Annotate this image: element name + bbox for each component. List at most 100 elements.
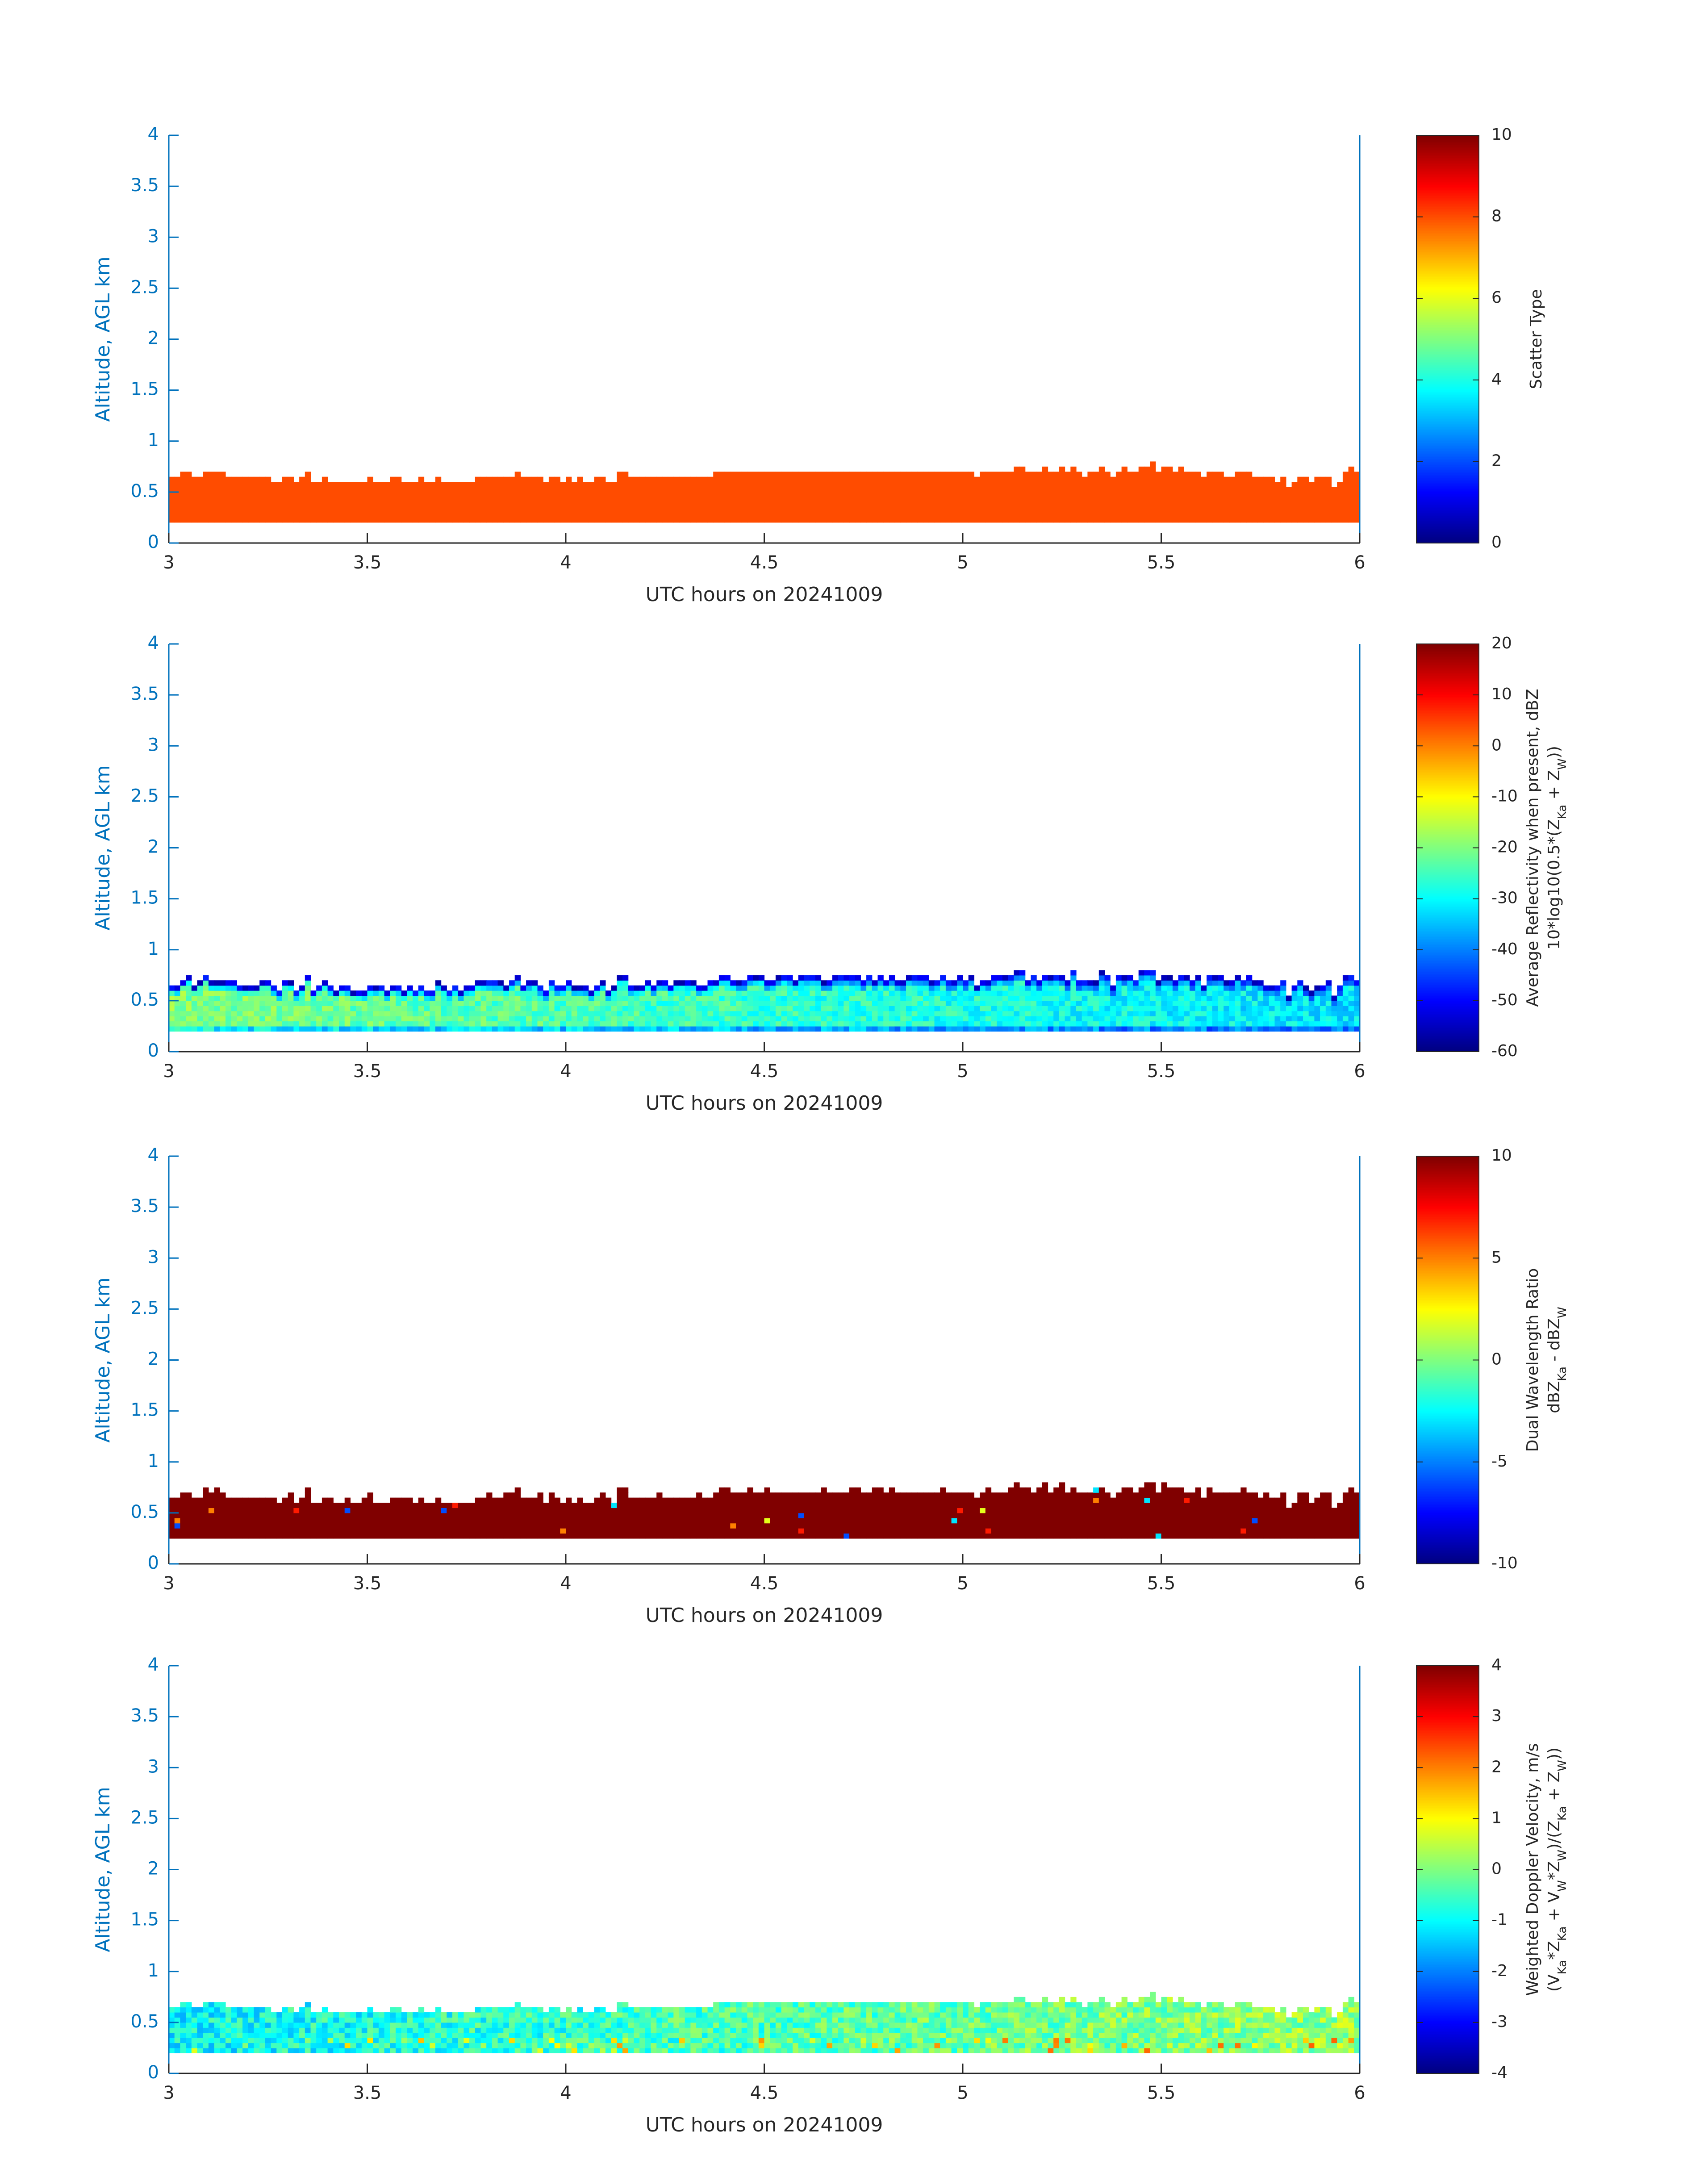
heatmap-cell: [724, 1523, 731, 1529]
heatmap-cell: [588, 1006, 595, 1011]
heatmap-cell: [503, 1513, 509, 1518]
heatmap-cell: [588, 1513, 595, 1518]
heatmap-cell: [413, 1523, 419, 1529]
heatmap-cell: [1167, 1000, 1173, 1006]
heatmap-cell: [662, 1503, 668, 1508]
heatmap-cell: [560, 1026, 566, 1032]
heatmap-cell: [645, 1523, 651, 1529]
heatmap-cell: [639, 1523, 646, 1529]
heatmap-cell: [305, 995, 311, 1001]
heatmap-cell: [310, 990, 317, 996]
colorbar-segment: [1416, 326, 1479, 329]
heatmap-cell: [1076, 1518, 1082, 1524]
heatmap-cell: [741, 1000, 748, 1006]
colorbar-segment: [1416, 168, 1479, 171]
heatmap-cell: [628, 1026, 634, 1032]
colorbar-segment: [1416, 905, 1479, 907]
heatmap-cell: [441, 1528, 447, 1534]
heatmap-cell: [991, 1508, 997, 1513]
heatmap-cell: [866, 1026, 873, 1032]
heatmap-cell: [810, 1021, 816, 1027]
heatmap-cell: [526, 1497, 532, 1503]
heatmap-cell: [1138, 995, 1144, 1001]
colorbar-segment: [1416, 1039, 1479, 1041]
heatmap-cell: [390, 985, 396, 991]
colorbar-segment: [1416, 310, 1479, 313]
colorbar-segment: [1416, 824, 1479, 826]
heatmap-cell: [220, 472, 226, 523]
colorbar-segment: [1416, 719, 1479, 721]
heatmap-cell: [514, 1503, 521, 1508]
heatmap-cell: [1297, 1011, 1303, 1016]
heatmap-cell: [1082, 1533, 1088, 1539]
heatmap-cell: [866, 1528, 873, 1534]
heatmap-cell: [645, 1026, 651, 1032]
heatmap-cell: [282, 990, 288, 996]
heatmap-cell: [1082, 1006, 1088, 1011]
heatmap-cell: [1048, 1503, 1054, 1508]
heatmap-cell: [656, 1497, 663, 1503]
colorbar-segment: [1416, 1296, 1479, 1299]
heatmap-cell: [1342, 1503, 1349, 1508]
heatmap-cell: [191, 1533, 198, 1539]
heatmap-cell: [509, 1021, 515, 1027]
colorbar-segment: [1416, 1454, 1479, 1456]
colorbar-segment: [1416, 782, 1479, 785]
heatmap-cell: [1207, 1026, 1213, 1032]
heatmap-cell: [424, 1503, 430, 1508]
heatmap-cell: [804, 1492, 810, 1498]
heatmap-cell: [1133, 1528, 1139, 1534]
heatmap-cell: [1161, 1492, 1167, 1498]
heatmap-cell: [390, 1026, 396, 1032]
heatmap-cell: [611, 1016, 617, 1022]
heatmap-cell: [1325, 995, 1332, 1001]
heatmap-cell: [1229, 985, 1236, 991]
colorbar-segment: [1416, 994, 1479, 996]
colorbar-segment: [1416, 911, 1479, 914]
heatmap-cell: [520, 1026, 526, 1032]
heatmap-cell: [974, 1011, 980, 1016]
heatmap-cell: [356, 995, 362, 1001]
heatmap-cell: [838, 1508, 844, 1513]
heatmap-cell: [1110, 1533, 1116, 1539]
heatmap-cell: [469, 995, 476, 1001]
heatmap-cell: [520, 995, 526, 1001]
heatmap-cell: [350, 1513, 356, 1518]
heatmap-cell: [617, 1523, 623, 1529]
heatmap-cell: [367, 476, 373, 523]
heatmap-cell: [713, 1497, 719, 1503]
heatmap-cell: [1235, 1021, 1241, 1027]
heatmap-cell: [1161, 980, 1167, 986]
heatmap-cell: [396, 985, 402, 991]
heatmap-cell: [339, 1518, 345, 1524]
heatmap-cell: [639, 1533, 646, 1539]
heatmap-cell: [1342, 1026, 1349, 1032]
heatmap-cell: [787, 1021, 793, 1027]
colorbar-segment: [1416, 755, 1479, 757]
heatmap-cell: [441, 1533, 447, 1539]
heatmap-cell: [628, 1011, 634, 1016]
heatmap-cell: [339, 1508, 345, 1513]
heatmap-cell: [1167, 1497, 1173, 1503]
heatmap-cell: [418, 990, 425, 996]
heatmap-cell: [543, 1528, 549, 1534]
colorbar-segment: [1416, 1427, 1479, 1429]
heatmap-cell: [651, 995, 657, 1001]
heatmap-cell: [656, 1503, 663, 1508]
heatmap-cell: [305, 1026, 311, 1032]
colorbar-tick-label: -50: [1491, 991, 1518, 1009]
heatmap-cell: [514, 1021, 521, 1027]
heatmap-cell: [577, 1528, 583, 1534]
colorbar-segment: [1416, 884, 1479, 886]
heatmap-cell: [838, 1011, 844, 1016]
heatmap-cell: [1087, 1513, 1094, 1518]
heatmap-cell: [1240, 1016, 1247, 1022]
heatmap-cell: [464, 1006, 470, 1011]
heatmap-cell: [333, 1523, 339, 1529]
heatmap-cell: [702, 1513, 708, 1518]
heatmap-cell: [900, 1006, 906, 1011]
heatmap-cell: [1212, 1492, 1219, 1498]
heatmap-cell: [384, 1503, 390, 1508]
heatmap-cell: [1127, 472, 1133, 523]
heatmap-cell: [180, 1026, 186, 1032]
